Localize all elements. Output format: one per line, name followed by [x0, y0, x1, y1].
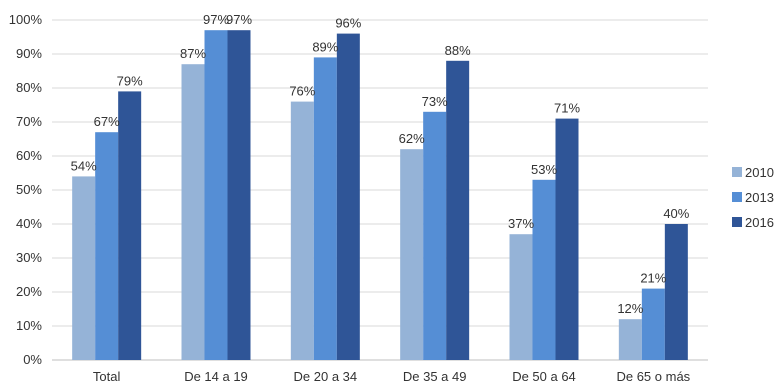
y-tick-label: 70% — [16, 114, 42, 129]
bar-2016 — [664, 224, 688, 360]
y-tick-label: 50% — [16, 182, 42, 197]
y-tick-label: 0% — [23, 352, 42, 367]
bar-2016 — [227, 30, 251, 360]
bar-2013 — [532, 179, 556, 360]
legend: 2010 2013 2016 — [732, 165, 774, 230]
data-label: 73% — [422, 94, 448, 109]
legend-swatch — [732, 167, 742, 177]
bar-2016 — [555, 118, 579, 360]
y-tick-label: 60% — [16, 148, 42, 163]
data-label: 62% — [399, 131, 425, 146]
x-category-label: Total — [93, 369, 121, 384]
data-label: 37% — [508, 216, 534, 231]
bar-2013 — [313, 57, 337, 361]
data-label: 88% — [445, 43, 471, 58]
bars — [72, 30, 688, 361]
data-label: 96% — [335, 16, 361, 31]
y-tick-label: 90% — [16, 46, 42, 61]
y-tick-label: 80% — [16, 80, 42, 95]
data-label: 97% — [226, 12, 252, 27]
legend-swatch — [732, 192, 742, 202]
bar-2010 — [290, 101, 314, 360]
bar-2016 — [446, 60, 470, 361]
x-category-label: De 50 a 64 — [512, 369, 576, 384]
bar-2010 — [618, 319, 642, 360]
x-category-label: De 65 o más — [616, 369, 690, 384]
legend-label: 2016 — [745, 215, 774, 230]
gridlines — [52, 19, 708, 361]
bar-2013 — [95, 132, 119, 360]
bar-2010 — [509, 234, 533, 360]
y-tick-label: 30% — [16, 250, 42, 265]
bar-2016 — [118, 91, 142, 361]
legend-swatch — [732, 217, 742, 227]
data-label: 71% — [554, 101, 580, 116]
bar-2010 — [72, 176, 96, 360]
y-tick-label: 10% — [16, 318, 42, 333]
data-label: 12% — [617, 301, 643, 316]
data-label: 40% — [663, 206, 689, 221]
data-label: 54% — [71, 158, 97, 173]
data-label: 21% — [640, 271, 666, 286]
legend-label: 2010 — [745, 165, 774, 180]
data-label: 79% — [117, 73, 143, 88]
bar-2013 — [641, 288, 665, 360]
bar-2010 — [400, 149, 424, 360]
data-label: 67% — [94, 114, 120, 129]
data-label: 53% — [531, 162, 557, 177]
axes: 0% 10% 20% 30% 40% 50% 60% 70% 80% 90% 100% Total De… — [9, 12, 691, 384]
bar-2010 — [181, 64, 205, 360]
data-label: 76% — [289, 84, 315, 99]
x-category-label: De 20 a 34 — [294, 369, 358, 384]
bar-2016 — [336, 33, 360, 360]
y-tick-label: 20% — [16, 284, 42, 299]
legend-label: 2013 — [745, 190, 774, 205]
data-label: 89% — [312, 39, 338, 54]
data-label: 97% — [203, 12, 229, 27]
x-category-label: De 14 a 19 — [184, 369, 248, 384]
y-tick-label: 40% — [16, 216, 42, 231]
bar-2013 — [204, 30, 228, 360]
x-category-label: De 35 a 49 — [403, 369, 467, 384]
bar-2013 — [423, 111, 447, 360]
data-label: 87% — [180, 46, 206, 61]
data-labels: 54% 67% 79% 87% 97%97% 76% 89% 96% 62% 73% 88% 37% 5… — [71, 12, 690, 316]
y-tick-label: 100% — [9, 12, 43, 27]
